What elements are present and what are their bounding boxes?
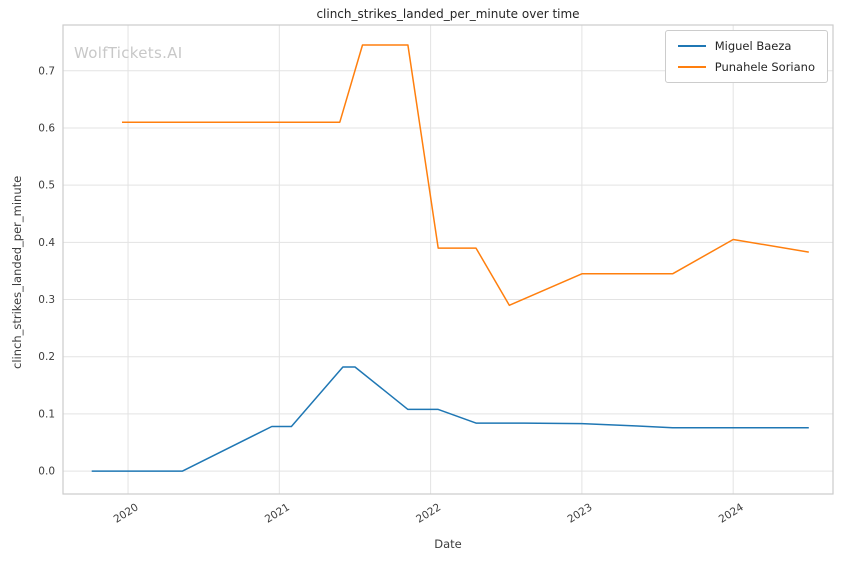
watermark: WolfTickets.AI [74, 44, 183, 62]
legend-label: Punahele Soriano [714, 60, 815, 74]
y-tick-label: 0.4 [38, 237, 55, 249]
y-tick-label: 0.3 [38, 294, 55, 306]
chart-title: clinch_strikes_landed_per_minute over ti… [316, 7, 580, 21]
y-tick-label: 0.5 [38, 180, 55, 192]
legend-entry-punahele-soriano: Punahele Soriano [677, 60, 815, 74]
x-tick-label: 2022 [414, 501, 443, 525]
legend-entry-miguel-baeza: Miguel Baeza [677, 39, 815, 53]
y-tick-label: 0.6 [38, 122, 55, 134]
x-tick-label: 2021 [263, 501, 292, 525]
series-line-miguel-baeza [91, 366, 809, 472]
x-tick-label: 2020 [112, 501, 141, 525]
y-tick-label: 0.1 [38, 408, 55, 420]
y-tick-label: 0.0 [38, 466, 55, 478]
legend-line-swatch [677, 45, 706, 47]
x-axis-label: Date [434, 537, 462, 551]
x-tick-label: 2024 [717, 501, 746, 526]
legend: Miguel Baeza Punahele Soriano [664, 30, 828, 83]
y-tick-label: 0.2 [38, 351, 55, 363]
series-line-punahele-soriano [122, 44, 809, 307]
plot-border [62, 24, 834, 495]
x-tick-label: 2023 [565, 501, 594, 525]
legend-label: Miguel Baeza [714, 39, 792, 53]
y-tick-label: 0.7 [38, 65, 55, 77]
legend-line-swatch [677, 66, 706, 68]
y-axis-label: clinch_strikes_landed_per_minute [10, 175, 24, 369]
